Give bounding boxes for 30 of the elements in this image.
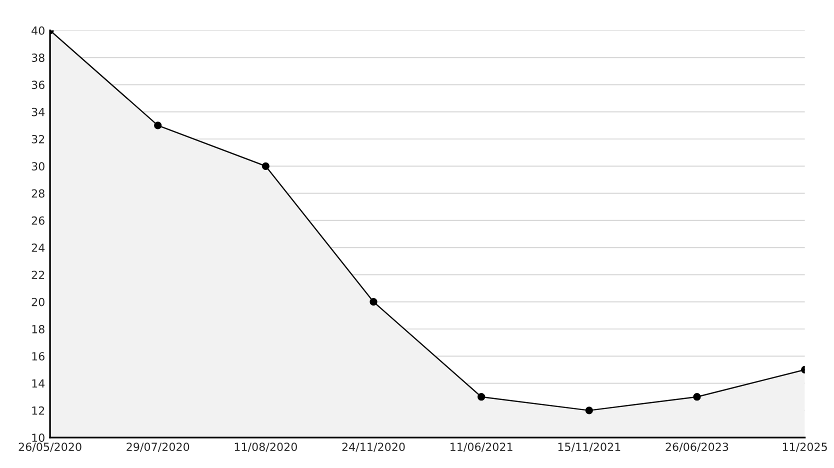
- x-tick-label: 26/05/2020: [18, 442, 82, 452]
- x-tick-label: 11/06/2021: [450, 442, 512, 452]
- x-tick-label: 24/11/2020: [342, 442, 405, 452]
- y-tick-label: 24: [32, 244, 45, 252]
- y-tick-label: 40: [32, 26, 44, 35]
- y-tick-label: 36: [32, 80, 44, 90]
- point: [154, 122, 162, 130]
- y-tick-label: 30: [32, 162, 44, 171]
- point: [262, 162, 270, 170]
- x-tick-label: 15/11/2021: [558, 442, 620, 452]
- y-tick-label: 12: [32, 406, 44, 415]
- y-tick-label: 14: [32, 379, 45, 388]
- x-tick-label: 11/08/2020: [234, 442, 297, 452]
- y-tick-label: 32: [32, 134, 44, 144]
- x-tick-label: 26/06/2023: [666, 442, 728, 452]
- x-tick-label: 11/2025: [782, 442, 827, 452]
- point: [585, 406, 593, 414]
- x-tick-label: 29/07/2020: [126, 442, 190, 452]
- point: [478, 393, 486, 401]
- y-tick-label: 16: [32, 352, 44, 361]
- y-tick-label: 20: [32, 298, 44, 306]
- y-tick-label: 34: [32, 108, 45, 116]
- y-tick-label: 26: [32, 216, 44, 225]
- point: [693, 393, 701, 401]
- y-tick-label: 18: [32, 324, 44, 334]
- y-tick-label: 28: [32, 189, 44, 198]
- y-tick-label: 38: [32, 54, 44, 62]
- y-tick-label: 22: [32, 270, 44, 279]
- point: [370, 298, 378, 306]
- y-tick-label: 10: [32, 434, 44, 442]
